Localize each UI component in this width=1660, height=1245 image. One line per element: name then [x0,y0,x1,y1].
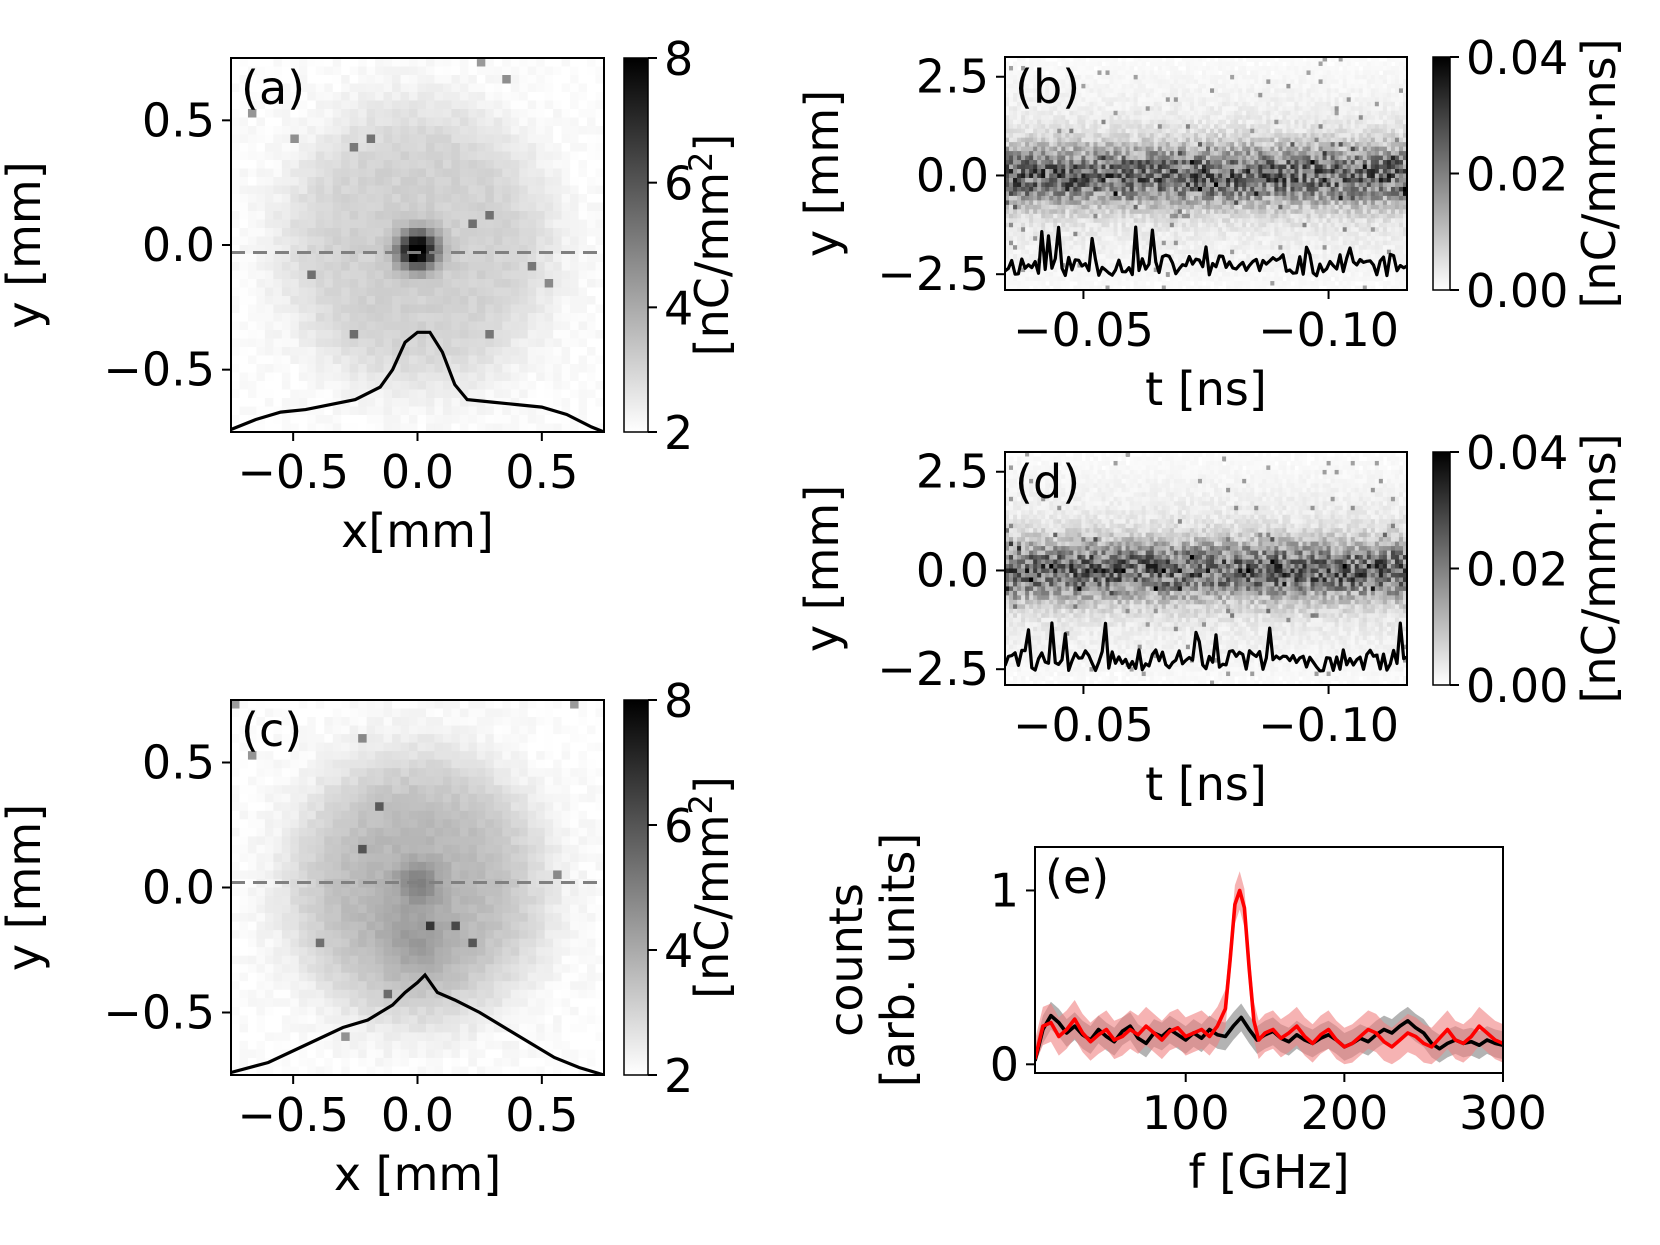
series-1-line [1035,888,1503,1060]
panel-e: 100 200 300 0 1 f [GHz] counts[arb. units] (e) [819,833,1547,1199]
colorbar-label: [nC/mm2] [682,134,739,357]
y-axis-label: y [mm] [795,90,849,257]
panel-d: −0.05 −0.10 −2.5 0.0 2.5 t [ns] y [mm] (d) 0.00 0… [795,426,1626,811]
colorbar-tick-label: 4 [664,281,693,335]
x-tick-label: −0.05 [1013,303,1154,357]
panel-a: −0.5 0.0 0.5−0.50.00.5x[mm]y [mm](a)2468[n… [0,32,739,558]
x-tick-label: 0.0 [381,1088,454,1142]
y-axis-label: y [mm] [795,485,849,652]
colorbar-tick-label: 8 [664,674,693,728]
colorbar-label: [nC/mm2] [682,776,739,999]
colorbar-label: [nC/mm·ns] [1572,38,1626,308]
colorbar-tick-label: 8 [664,32,693,86]
colorbar-tick-label: 0.02 [1466,148,1568,202]
heatmap-image [231,700,604,1075]
profile-line [1005,621,1407,673]
profile-line [1005,225,1407,278]
colorbar-tick-label: 0.00 [1466,659,1568,713]
colorbar [623,57,649,433]
colorbar-tick-label: 2 [664,1049,693,1103]
panel-label: (b) [1015,60,1080,114]
x-axis-label: t [ns] [1145,757,1267,811]
colorbar-tick-label: 2 [664,406,693,460]
x-axis-label: f [GHz] [1188,1145,1349,1199]
x-tick-label: 200 [1300,1086,1388,1140]
y-axis-label: y [mm] [0,161,51,328]
y-tick-label: 0.0 [142,861,215,915]
plot-area [1035,871,1503,1065]
y-axis-label: counts [819,883,873,1037]
x-tick-label: 100 [1142,1086,1230,1140]
colorbar-label: [nC/mm·ns] [1572,433,1626,703]
plot-frame [230,57,605,433]
y-tick-label: 0 [990,1037,1019,1091]
x-tick-label: 300 [1459,1086,1547,1140]
plot-frame [1034,846,1504,1074]
x-axis-label: x [mm] [334,1147,501,1201]
panel-c: −0.5 0.0 0.5−0.50.00.5x [mm]y [mm](c)2468[… [0,674,739,1201]
colorbar-tick-label: 0.02 [1466,543,1568,597]
y-tick-label: 2.5 [916,445,989,499]
x-tick-label: 0.5 [505,445,578,499]
heatmap-image [231,58,604,432]
panel-label: (a) [241,61,305,115]
colorbar-tick-label: 6 [664,799,693,853]
y-tick-label: −2.5 [877,642,989,696]
y-tick-label: 1 [990,863,1019,917]
panel-label: (d) [1015,455,1080,509]
y-tick-label: 0.5 [142,93,215,147]
colorbar-tick-label: 4 [664,924,693,978]
y-tick-label: 0.5 [142,736,215,790]
y-axis-label: [arb. units] [871,833,925,1088]
plot-frame [1004,56,1408,291]
y-tick-label: −0.5 [103,986,215,1040]
series-1-band [1035,871,1503,1065]
y-axis-label: y [mm] [0,804,51,971]
colorbar-tick-label: 0.04 [1466,31,1568,85]
y-tick-label: −0.5 [103,343,215,397]
y-tick-label: −2.5 [877,247,989,301]
colorbar [1432,56,1451,291]
x-tick-label: −0.05 [1013,698,1154,752]
heatmap-image [1005,452,1407,685]
x-tick-label: 0.5 [505,1088,578,1142]
y-tick-label: 0.0 [916,148,989,202]
y-tick-label: 0.0 [142,218,215,272]
x-tick-label: 0.0 [381,445,454,499]
y-tick-label: 0.0 [916,543,989,597]
x-tick-label: −0.5 [237,1088,349,1142]
heatmap-image [1005,57,1407,290]
profile-line [231,330,604,432]
colorbar [623,699,649,1076]
x-axis-label: x[mm] [341,504,494,558]
x-tick-label: −0.10 [1258,698,1399,752]
colorbar-tick-label: 6 [664,157,693,211]
plot-frame [1004,451,1408,686]
x-tick-label: −0.10 [1258,303,1399,357]
x-axis-label: t [ns] [1145,362,1267,416]
colorbar-tick-label: 0.04 [1466,426,1568,480]
colorbar-tick-label: 0.00 [1466,264,1568,318]
profile-line [231,972,604,1075]
y-tick-label: 2.5 [916,50,989,104]
colorbar [1432,451,1451,686]
panel-label: (c) [241,703,302,757]
x-tick-label: −0.5 [237,445,349,499]
plot-frame [230,699,605,1076]
panel-b: −0.05 −0.10 −2.5 0.0 2.5 t [ns] y [mm] (b) 0.00 0… [795,31,1626,416]
panel-label: (e) [1045,850,1109,904]
